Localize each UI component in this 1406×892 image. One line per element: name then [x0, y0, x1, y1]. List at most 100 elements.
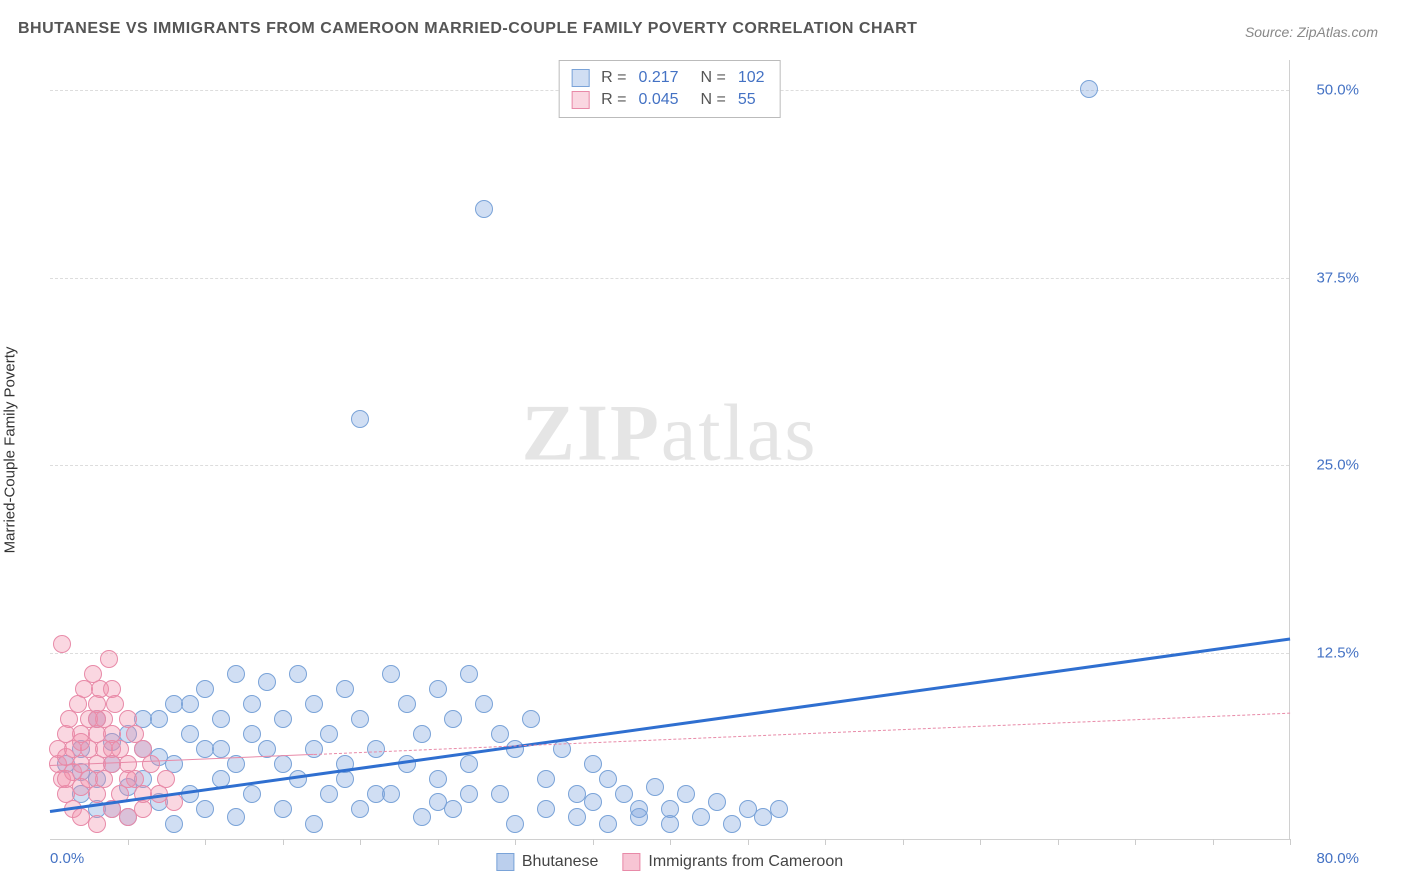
x-tick-mark — [1290, 839, 1291, 845]
data-point — [243, 695, 261, 713]
data-point — [150, 710, 168, 728]
data-point — [398, 695, 416, 713]
x-tick-mark — [205, 839, 206, 845]
r-value: 0.045 — [639, 91, 689, 109]
x-tick-mark — [360, 839, 361, 845]
legend-swatch — [622, 853, 640, 871]
stats-legend-row: R = 0.217 N = 102 — [571, 67, 768, 89]
data-point — [537, 800, 555, 818]
data-point — [661, 815, 679, 833]
gridline — [50, 465, 1289, 466]
data-point — [460, 755, 478, 773]
x-tick-mark — [438, 839, 439, 845]
data-point — [212, 740, 230, 758]
data-point — [475, 695, 493, 713]
stats-legend-row: R = 0.045 N = 55 — [571, 89, 768, 111]
data-point — [88, 710, 106, 728]
data-point — [227, 665, 245, 683]
data-point — [723, 815, 741, 833]
x-tick-mark — [128, 839, 129, 845]
y-tick-label: 37.5% — [1299, 269, 1359, 286]
source-attribution: Source: ZipAtlas.com — [1245, 24, 1378, 40]
data-point — [212, 710, 230, 728]
data-point — [491, 785, 509, 803]
data-point — [413, 725, 431, 743]
data-point — [320, 725, 338, 743]
x-tick-mark — [1213, 839, 1214, 845]
x-tick-mark — [980, 839, 981, 845]
data-point — [537, 770, 555, 788]
stats-legend: R = 0.217 N = 102 R = 0.045 N = 55 — [558, 60, 781, 118]
r-label: R = — [601, 91, 626, 109]
data-point — [274, 710, 292, 728]
x-tick-mark — [283, 839, 284, 845]
data-point — [196, 680, 214, 698]
n-label: N = — [701, 69, 726, 87]
data-point — [475, 200, 493, 218]
data-point — [165, 815, 183, 833]
gridline — [50, 278, 1289, 279]
data-point — [522, 710, 540, 728]
data-point — [708, 793, 726, 811]
y-tick-label: 50.0% — [1299, 82, 1359, 99]
data-point — [106, 695, 124, 713]
data-point — [274, 755, 292, 773]
data-point — [429, 680, 447, 698]
data-point — [181, 695, 199, 713]
data-point — [274, 800, 292, 818]
x-axis-max-label: 80.0% — [1316, 850, 1359, 867]
n-value: 55 — [738, 91, 768, 109]
r-value: 0.217 — [639, 69, 689, 87]
chart-container: Married-Couple Family Poverty ZIPatlas R… — [50, 60, 1370, 840]
legend-swatch — [571, 69, 589, 87]
x-tick-mark — [515, 839, 516, 845]
n-value: 102 — [738, 69, 768, 87]
trend-line — [50, 638, 1290, 813]
data-point — [227, 808, 245, 826]
data-point — [770, 800, 788, 818]
data-point — [429, 793, 447, 811]
data-point — [382, 785, 400, 803]
data-point — [444, 710, 462, 728]
y-axis-label: Married-Couple Family Poverty — [2, 347, 19, 554]
legend-item: Immigrants from Cameroon — [622, 853, 843, 871]
r-label: R = — [601, 69, 626, 87]
legend-swatch — [571, 91, 589, 109]
data-point — [413, 808, 431, 826]
data-point — [305, 695, 323, 713]
data-point — [584, 755, 602, 773]
x-tick-mark — [593, 839, 594, 845]
x-tick-mark — [1058, 839, 1059, 845]
data-point — [157, 770, 175, 788]
data-point — [100, 650, 118, 668]
data-point — [336, 680, 354, 698]
data-point — [646, 778, 664, 796]
data-point — [119, 770, 137, 788]
plot-area: ZIPatlas R =0.217N =102R =0.045N =55 0.0… — [50, 60, 1290, 840]
data-point — [243, 785, 261, 803]
y-tick-label: 25.0% — [1299, 457, 1359, 474]
data-point — [72, 733, 90, 751]
data-point — [491, 725, 509, 743]
data-point — [506, 815, 524, 833]
legend-label: Immigrants from Cameroon — [648, 853, 843, 871]
data-point — [351, 800, 369, 818]
data-point — [196, 800, 214, 818]
series-legend: Bhutanese Immigrants from Cameroon — [496, 853, 843, 871]
legend-label: Bhutanese — [522, 853, 599, 871]
gridline — [50, 653, 1289, 654]
data-point — [367, 785, 385, 803]
data-point — [181, 725, 199, 743]
data-point — [584, 793, 602, 811]
data-point — [692, 808, 710, 826]
data-point — [142, 755, 160, 773]
data-point — [599, 770, 617, 788]
data-point — [88, 815, 106, 833]
x-tick-mark — [748, 839, 749, 845]
data-point — [289, 665, 307, 683]
data-point — [258, 673, 276, 691]
data-point — [460, 785, 478, 803]
n-label: N = — [701, 91, 726, 109]
x-tick-mark — [670, 839, 671, 845]
data-point — [599, 815, 617, 833]
